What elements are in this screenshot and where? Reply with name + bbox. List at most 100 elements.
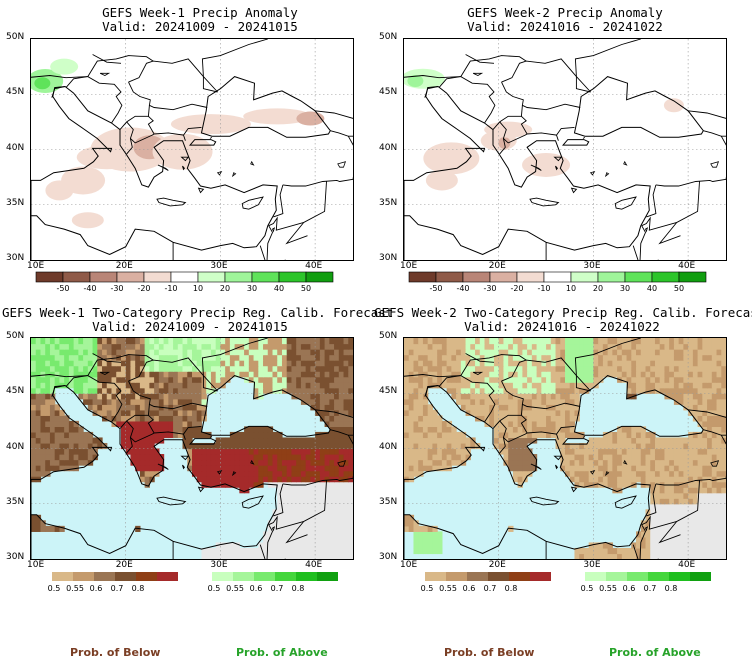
probability-cell — [334, 448, 340, 455]
probability-cell — [263, 542, 269, 549]
country-border — [465, 353, 495, 363]
probability-cell — [607, 349, 613, 356]
probability-cell — [508, 398, 514, 405]
probability-cell — [607, 354, 613, 361]
probability-cell — [187, 465, 193, 472]
probability-cell — [229, 553, 236, 559]
probability-cell — [579, 470, 585, 477]
probability-cell — [277, 371, 283, 378]
probability-cell — [149, 437, 155, 444]
probability-cell — [465, 404, 471, 411]
probability-cell — [334, 371, 340, 378]
probability-cell — [286, 354, 293, 361]
probability-cell — [168, 409, 174, 416]
probability-cell — [422, 387, 429, 394]
probability-cell — [45, 382, 51, 389]
probability-cell — [702, 454, 708, 461]
probability-cell — [517, 426, 523, 433]
probability-cell — [343, 442, 349, 450]
probability-cell — [97, 393, 103, 400]
probability-cell — [517, 454, 523, 461]
probability-cell — [517, 393, 523, 400]
probability-cell — [310, 354, 316, 361]
probability-cell — [555, 431, 561, 439]
probability-cell — [64, 437, 70, 444]
probability-cell — [432, 442, 438, 450]
probability-cell — [413, 393, 419, 400]
probability-cell — [201, 448, 207, 455]
probability-cell — [149, 470, 155, 477]
probability-cell — [654, 338, 661, 345]
probability-cell — [45, 454, 51, 461]
probability-cell — [248, 481, 255, 488]
probability-cell — [315, 365, 321, 372]
probability-cell — [593, 354, 599, 361]
probability-cell — [408, 514, 415, 521]
probability-cell — [408, 431, 415, 439]
probability-cell — [324, 354, 330, 361]
probability-cell — [272, 547, 278, 555]
probability-cell — [35, 365, 42, 372]
probability-cell — [187, 459, 193, 466]
probability-cell — [291, 365, 297, 372]
probability-cell — [418, 338, 424, 345]
probability-cell — [135, 387, 141, 394]
probability-cell — [546, 354, 552, 361]
probability-cell — [446, 420, 452, 427]
probability-cell — [135, 398, 141, 405]
probability-cell — [92, 382, 98, 389]
probability-cell — [508, 420, 514, 427]
probability-cell — [404, 371, 410, 378]
lon-tick-label: 40E — [305, 560, 323, 570]
probability-cell — [329, 393, 335, 400]
probability-cell — [621, 448, 628, 455]
probability-cell — [234, 365, 240, 372]
probability-cell — [319, 442, 326, 450]
probability-cell — [550, 382, 557, 389]
probability-cell — [329, 343, 335, 350]
probability-cell — [702, 404, 708, 411]
probability-cell — [40, 420, 46, 427]
probability-cell — [541, 420, 547, 427]
probability-cell — [650, 382, 656, 389]
probability-cell — [130, 448, 136, 455]
probability-cell — [300, 492, 307, 499]
country-border — [259, 245, 286, 260]
probability-cell — [683, 476, 689, 483]
probability-cell — [408, 437, 415, 444]
probability-cell — [437, 448, 443, 455]
probability-cell — [239, 349, 245, 356]
colorbar-swatch — [254, 572, 275, 581]
probability-cell — [187, 431, 193, 439]
probability-cell — [508, 376, 514, 383]
probability-cell — [437, 531, 443, 538]
lon-tick-label: 20E — [115, 560, 133, 570]
probability-cell — [263, 382, 269, 389]
probability-cell — [215, 553, 222, 559]
probability-cell — [621, 553, 628, 559]
probability-cell — [692, 536, 699, 544]
probability-cell — [460, 343, 467, 350]
probability-cell — [272, 448, 278, 455]
country-border — [273, 184, 284, 218]
probability-cell — [527, 415, 533, 422]
probability-cell — [711, 376, 718, 383]
probability-cell — [607, 343, 613, 350]
lat-tick-label: 50N — [379, 331, 398, 341]
island — [197, 187, 205, 194]
probability-cell — [154, 360, 160, 367]
probability-cell — [508, 371, 514, 378]
probability-cell — [659, 536, 666, 544]
probability-cell — [329, 498, 335, 505]
probability-cell — [711, 338, 718, 345]
probability-cell — [196, 393, 203, 400]
colorbar-swatch — [157, 572, 178, 581]
probability-cell — [220, 553, 226, 559]
probability-cell — [348, 387, 353, 394]
probability-cell — [220, 354, 226, 361]
probability-cell — [144, 354, 150, 361]
probability-cell — [324, 409, 330, 416]
probability-cell — [267, 426, 274, 433]
probability-cell — [673, 498, 680, 505]
probability-cell — [465, 409, 471, 416]
